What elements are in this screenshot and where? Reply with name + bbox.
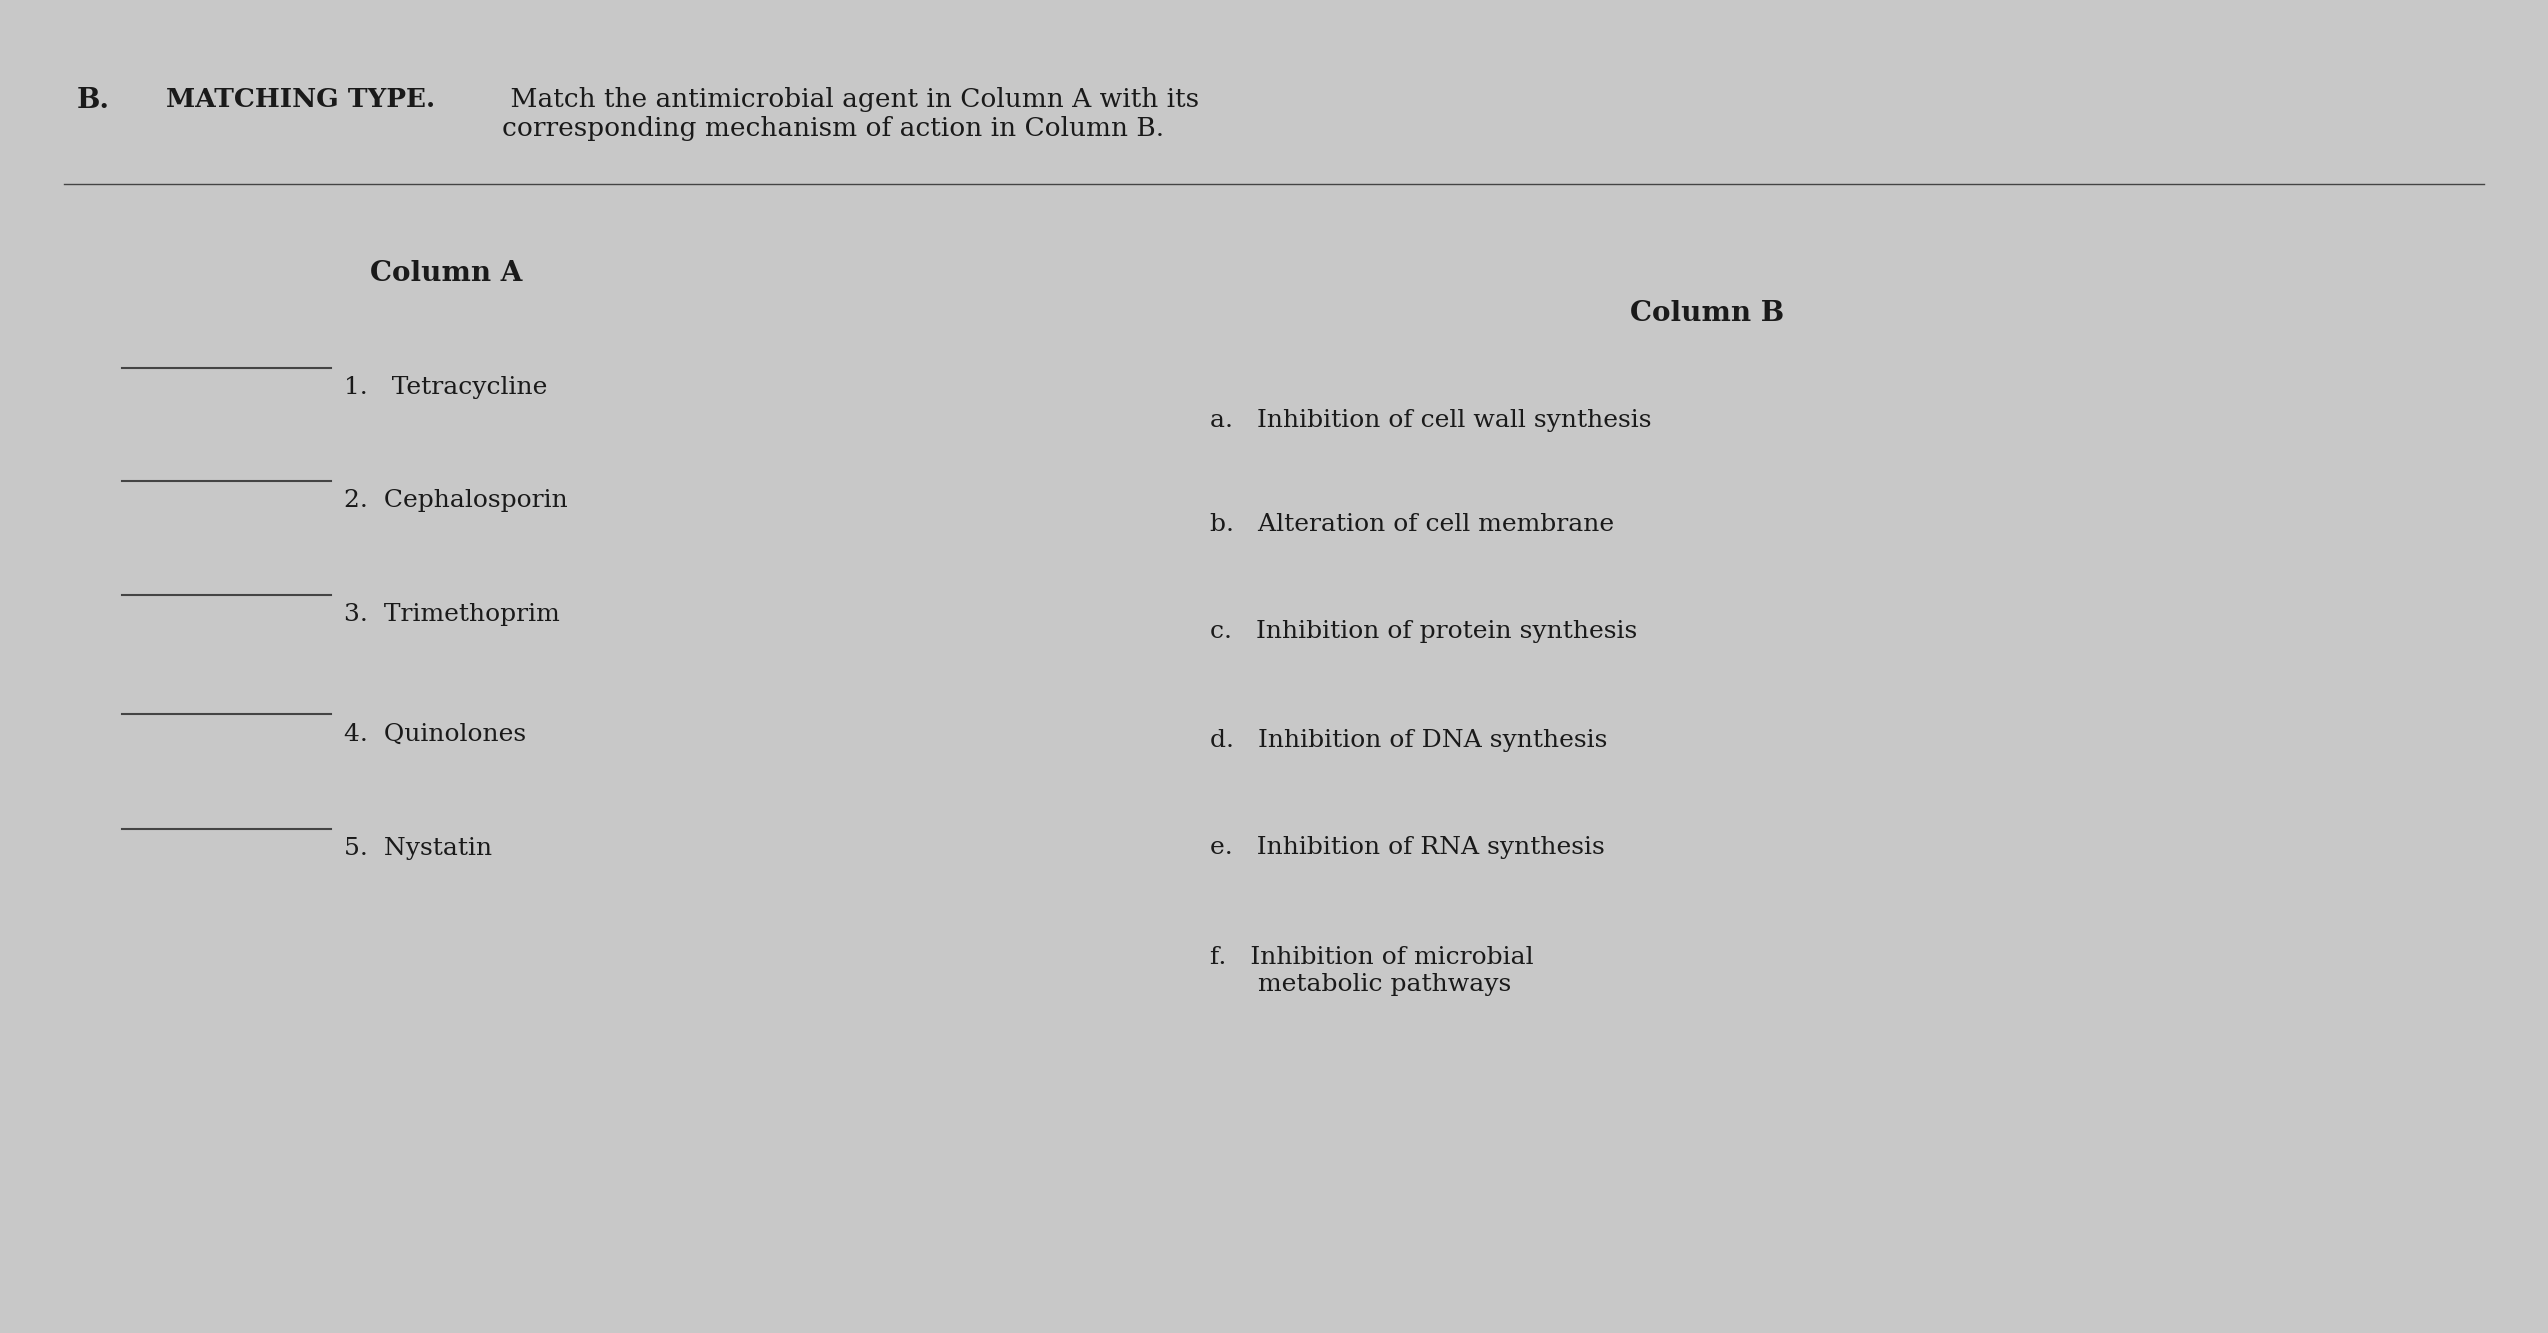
Text: Column A: Column A	[369, 260, 522, 287]
Text: B.: B.	[76, 87, 110, 113]
Text: d.   Inhibition of DNA synthesis: d. Inhibition of DNA synthesis	[1210, 729, 1608, 752]
Text: e.   Inhibition of RNA synthesis: e. Inhibition of RNA synthesis	[1210, 836, 1605, 858]
Text: 3.  Trimethoprim: 3. Trimethoprim	[344, 603, 561, 625]
Text: b.   Alteration of cell membrane: b. Alteration of cell membrane	[1210, 513, 1615, 536]
Text: a.   Inhibition of cell wall synthesis: a. Inhibition of cell wall synthesis	[1210, 409, 1651, 432]
Text: 1.   Tetracycline: 1. Tetracycline	[344, 376, 548, 399]
Text: MATCHING TYPE.: MATCHING TYPE.	[166, 87, 436, 112]
Text: 5.  Nystatin: 5. Nystatin	[344, 837, 492, 860]
Text: Column B: Column B	[1631, 300, 1784, 327]
Text: Match the antimicrobial agent in Column A with its
corresponding mechanism of ac: Match the antimicrobial agent in Column …	[502, 87, 1200, 141]
Text: 4.  Quinolones: 4. Quinolones	[344, 722, 525, 745]
Text: 2.  Cephalosporin: 2. Cephalosporin	[344, 489, 568, 512]
Text: c.   Inhibition of protein synthesis: c. Inhibition of protein synthesis	[1210, 620, 1638, 643]
Text: f.   Inhibition of microbial
      metabolic pathways: f. Inhibition of microbial metabolic pat…	[1210, 946, 1534, 996]
